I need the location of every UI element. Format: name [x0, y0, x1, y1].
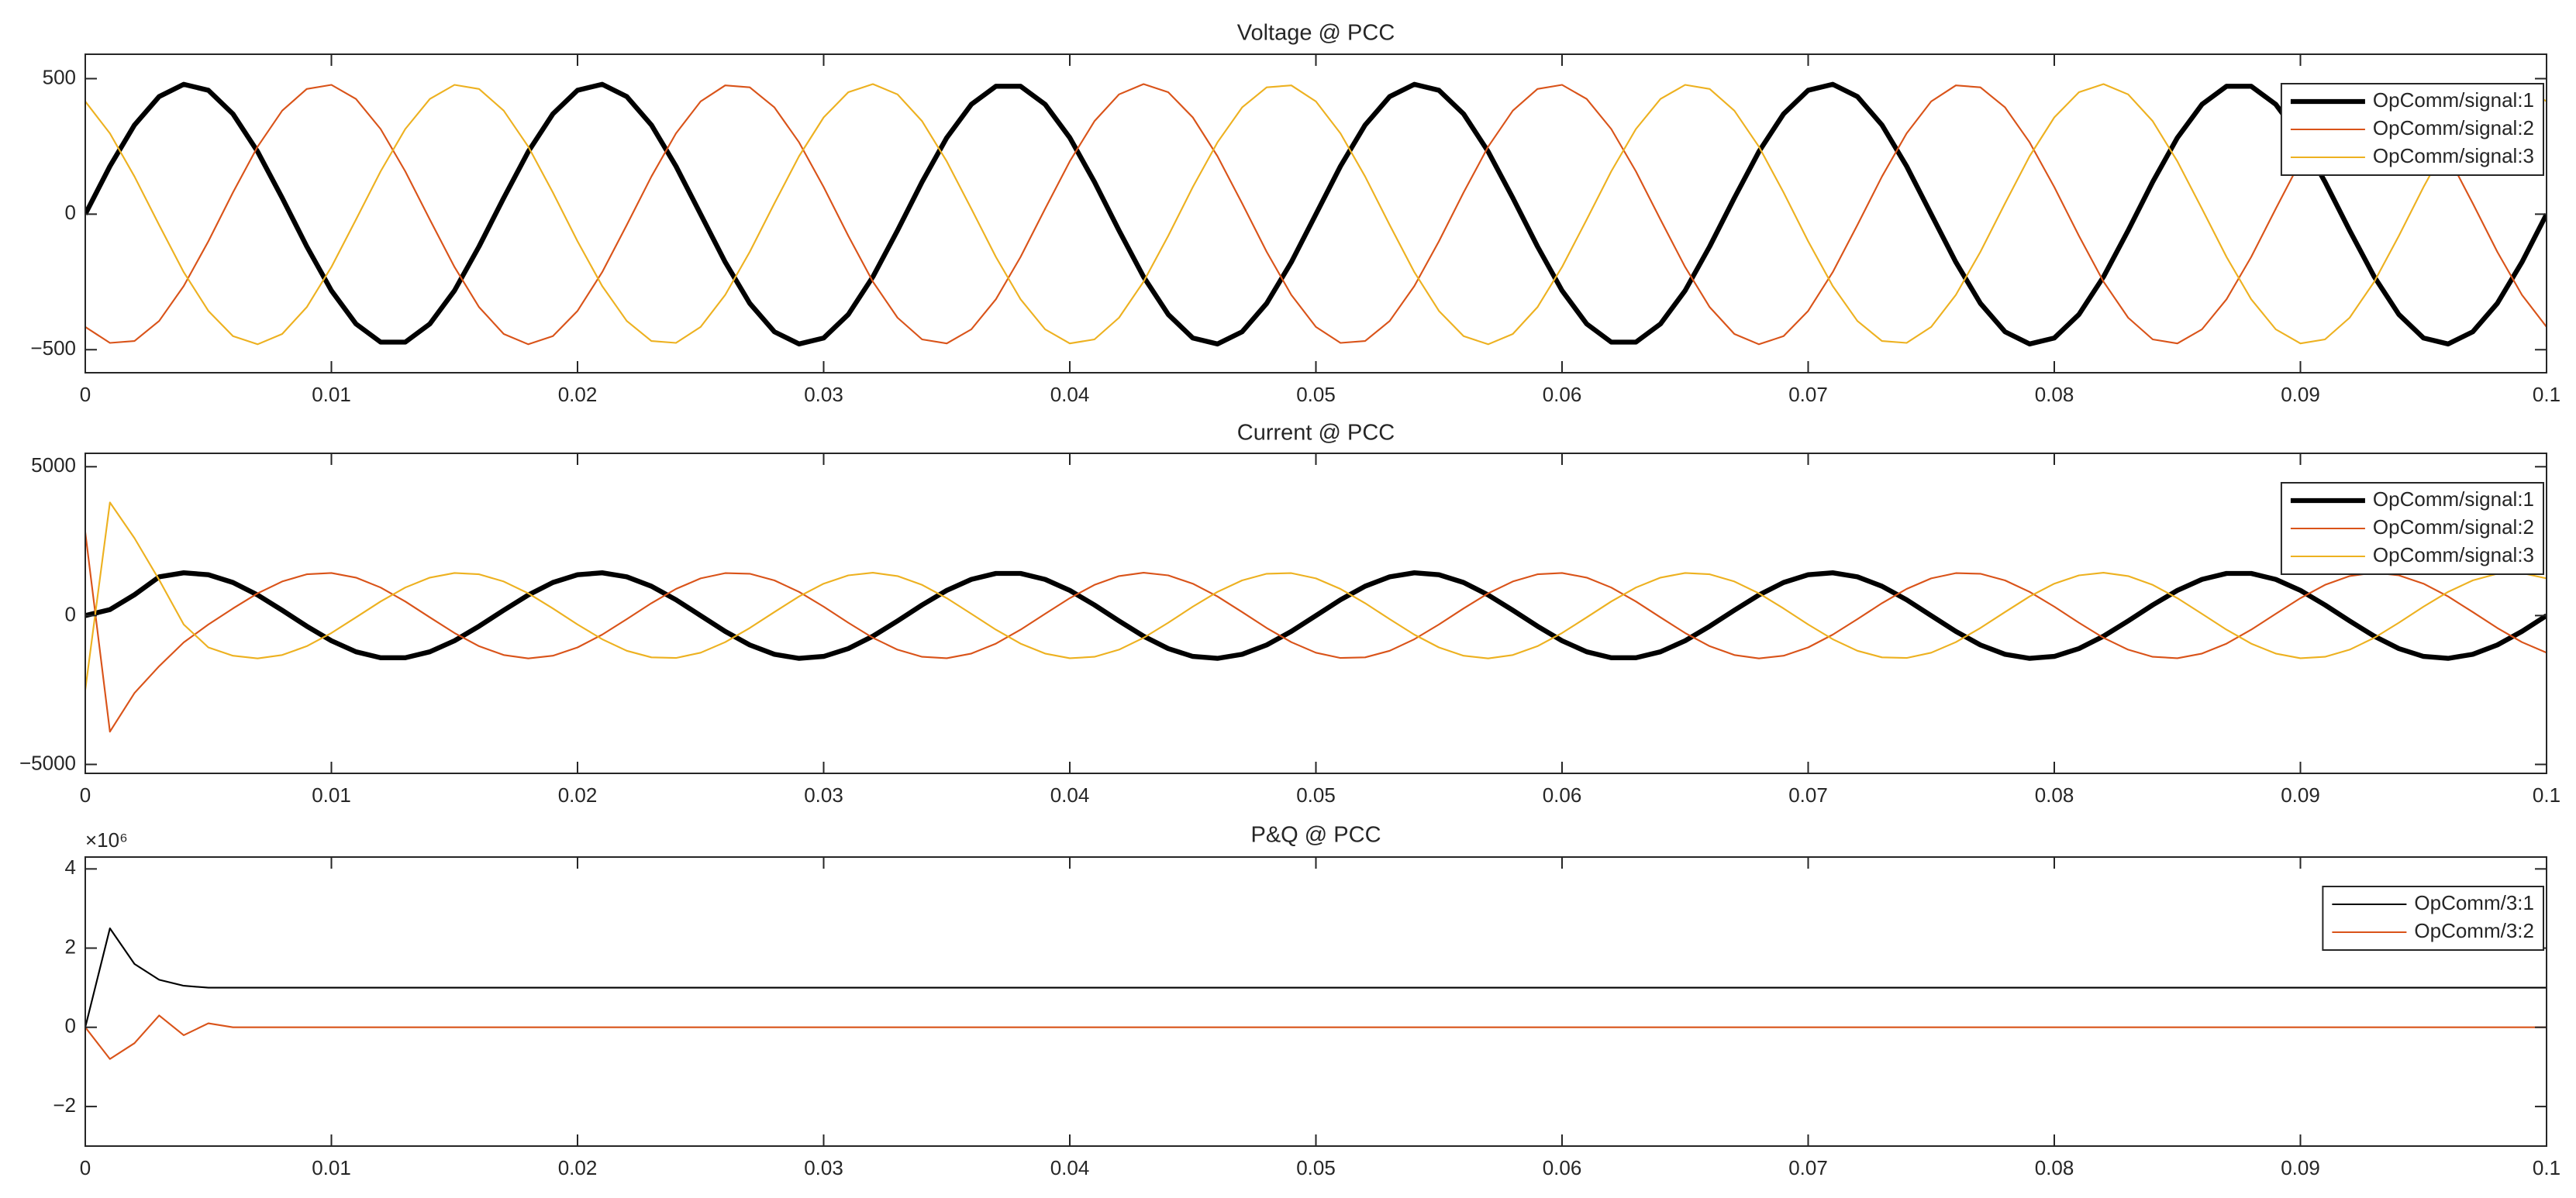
x-tick-label: 0.07 — [1788, 1156, 1828, 1179]
legend-label: OpComm/3:1 — [2414, 891, 2534, 914]
legend-label: OpComm/3:2 — [2414, 919, 2534, 942]
x-tick-label: 0.08 — [2035, 1156, 2074, 1179]
x-tick-label: 0.01 — [312, 383, 351, 406]
x-tick-label: 0.1 — [2533, 383, 2560, 406]
x-tick-label: 0.03 — [804, 783, 843, 807]
chart-title: Current @ PCC — [1237, 421, 1395, 446]
x-tick-label: 0.09 — [2281, 783, 2320, 807]
y-tick-label: 500 — [43, 65, 76, 88]
x-tick-label: 0.02 — [558, 383, 598, 406]
x-tick-label: 0.03 — [804, 1156, 843, 1179]
x-tick-label: 0.02 — [558, 783, 598, 807]
x-tick-label: 0.06 — [1543, 383, 1582, 406]
x-tick-label: 0.01 — [312, 783, 351, 807]
series-line — [85, 81, 2547, 347]
legend: OpComm/signal:1 OpComm/signal:2 OpComm/sig… — [2280, 482, 2544, 575]
series-line — [85, 1014, 2547, 1060]
legend-label: OpComm/signal:1 — [2373, 487, 2534, 511]
y-tick-label: 4 — [65, 855, 76, 879]
x-tick-label: 0.01 — [312, 1156, 351, 1179]
legend-label: OpComm/signal:1 — [2373, 88, 2534, 112]
series-line — [85, 501, 2547, 690]
y-tick-label: −500 — [30, 336, 76, 360]
y-tick-label: 0 — [65, 1014, 76, 1038]
legend-label: OpComm/signal:3 — [2373, 144, 2534, 167]
legend-label: OpComm/signal:3 — [2373, 543, 2534, 566]
x-tick-label: 0.03 — [804, 383, 843, 406]
series-line — [85, 532, 2547, 733]
x-tick-label: 0.09 — [2281, 1156, 2320, 1179]
x-tick-label: 0.1 — [2533, 783, 2560, 807]
chart-title: Voltage @ PCC — [1237, 21, 1395, 46]
x-tick-label: 0.06 — [1543, 1156, 1582, 1179]
x-tick-label: 0.06 — [1543, 783, 1582, 807]
y-tick-label: 5000 — [31, 453, 76, 477]
x-tick-label: 0.08 — [2035, 383, 2074, 406]
x-tick-label: 0.07 — [1788, 783, 1828, 807]
subplot: Current @ PCC 0 0.01 0.02 0.03 0.04 0.05 0.06 0.… — [19, 421, 2560, 807]
series-line — [85, 83, 2547, 346]
x-tick-label: 0.04 — [1050, 783, 1090, 807]
legend-label: OpComm/signal:2 — [2373, 515, 2534, 539]
x-tick-label: 0.07 — [1788, 383, 1828, 406]
x-tick-label: 0 — [80, 783, 91, 807]
y-tick-label: 2 — [65, 935, 76, 958]
x-tick-label: 0.05 — [1296, 1156, 1336, 1179]
legend-box — [2322, 886, 2544, 951]
series-line — [85, 83, 2547, 346]
legend: OpComm/signal:1 OpComm/signal:2 OpComm/sig… — [2280, 83, 2544, 176]
y-tick-label: −5000 — [19, 751, 76, 774]
x-tick-label: 0.05 — [1296, 783, 1336, 807]
series-line — [85, 570, 2547, 661]
x-tick-label: 0.04 — [1050, 383, 1090, 406]
series-line — [85, 927, 2547, 1028]
subplot: P&Q @ PCC 0 0.01 0.02 0.03 0.04 0.05 0.06 0.07 0.… — [53, 823, 2560, 1179]
legend-box — [2280, 83, 2544, 176]
x-tick-label: 0.1 — [2533, 1156, 2560, 1179]
y-tick-label: 0 — [65, 201, 76, 224]
y-tick-label: 0 — [65, 602, 76, 625]
subplot: Voltage @ PCC 0 0.01 0.02 0.03 0.04 0.05 0.06 0.… — [30, 21, 2560, 406]
legend-label: OpComm/signal:2 — [2373, 116, 2534, 139]
chart-title: P&Q @ PCC — [1250, 823, 1381, 848]
axes-background — [85, 857, 2547, 1146]
x-tick-label: 0 — [80, 383, 91, 406]
x-tick-label: 0.09 — [2281, 383, 2320, 406]
x-tick-label: 0.05 — [1296, 383, 1336, 406]
x-tick-label: 0 — [80, 1156, 91, 1179]
x-tick-label: 0.08 — [2035, 783, 2074, 807]
x-tick-label: 0.04 — [1050, 1156, 1090, 1179]
y-tick-label: −2 — [53, 1093, 76, 1117]
legend: OpComm/3:1 OpComm/3:2 — [2322, 886, 2544, 951]
y-multiplier: ×10⁶ — [85, 828, 128, 852]
x-tick-label: 0.02 — [558, 1156, 598, 1179]
